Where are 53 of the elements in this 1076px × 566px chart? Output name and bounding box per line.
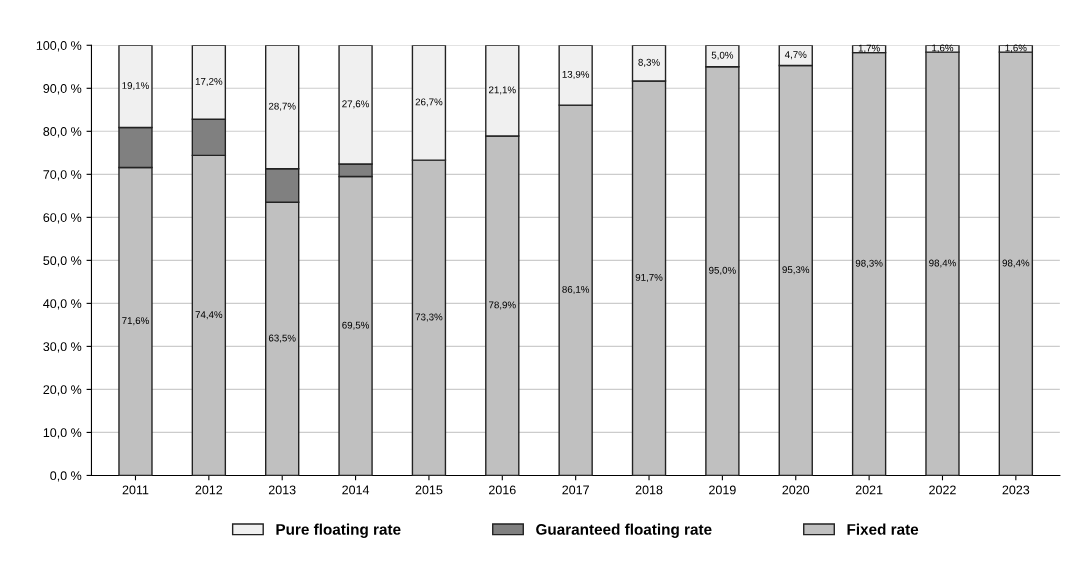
data-label: 28,7% bbox=[268, 102, 296, 111]
data-label: 21,1% bbox=[489, 86, 516, 95]
data-label: 69,5% bbox=[342, 321, 370, 330]
y-tick-label: 60,0 % bbox=[43, 213, 82, 224]
data-label: 1,6% bbox=[932, 44, 954, 53]
data-label: 26,7% bbox=[415, 98, 443, 107]
y-tick-label: 0,0 % bbox=[50, 471, 82, 482]
data-label: 86,1% bbox=[562, 285, 590, 295]
x-tick-label: 2018 bbox=[635, 485, 663, 495]
data-label: 63,5% bbox=[268, 334, 296, 343]
x-tick-label: 2016 bbox=[489, 485, 516, 495]
data-label: 5,0% bbox=[711, 51, 734, 60]
x-tick-label: 2013 bbox=[268, 485, 296, 495]
data-label: 8,3% bbox=[638, 58, 660, 67]
y-tick-label: 50,0 % bbox=[43, 256, 82, 267]
x-tick-label: 2022 bbox=[929, 485, 956, 495]
data-label: 1,6% bbox=[1005, 44, 1027, 53]
data-label: 74,4% bbox=[195, 311, 223, 320]
x-tick-label: 2020 bbox=[782, 485, 810, 495]
data-label: 71,6% bbox=[122, 317, 149, 326]
data-label: 98,4% bbox=[929, 259, 956, 268]
data-label: 19,1% bbox=[122, 82, 149, 91]
y-tick-label: 80,0 % bbox=[43, 127, 82, 138]
legend-label: Fixed rate bbox=[847, 523, 919, 535]
x-tick-label: 2012 bbox=[195, 485, 223, 495]
x-tick-label: 2011 bbox=[122, 485, 149, 495]
data-label: 1,7% bbox=[858, 44, 880, 53]
y-tick-label: 40,0 % bbox=[43, 299, 82, 310]
data-label: 13,9% bbox=[562, 70, 590, 79]
y-tick-label: 100,0 % bbox=[36, 41, 82, 52]
y-tick-label: 90,0 % bbox=[43, 84, 82, 95]
y-tick-label: 30,0 % bbox=[43, 342, 82, 353]
legend-label: Pure floating rate bbox=[276, 523, 401, 538]
data-label: 98,4% bbox=[1002, 259, 1030, 268]
data-label: 73,3% bbox=[415, 313, 443, 322]
x-tick-label: 2014 bbox=[342, 485, 370, 495]
data-label: 78,9% bbox=[489, 301, 516, 310]
data-label: 95,3% bbox=[782, 266, 810, 275]
data-label: 4,7% bbox=[784, 51, 807, 60]
data-label: 95,0% bbox=[709, 266, 736, 275]
x-tick-label: 2017 bbox=[562, 485, 589, 495]
legend-label: Guaranteed floating rate bbox=[536, 523, 712, 538]
y-tick-label: 10,0 % bbox=[43, 428, 82, 439]
y-tick-label: 20,0 % bbox=[43, 385, 82, 396]
data-label: 17,2% bbox=[195, 78, 223, 87]
data-label: 91,7% bbox=[635, 273, 663, 282]
data-label: 98,3% bbox=[855, 259, 883, 268]
data-label: 27,6% bbox=[342, 100, 370, 109]
x-tick-label: 2015 bbox=[415, 485, 443, 495]
y-tick-label: 70,0 % bbox=[43, 170, 82, 181]
x-tick-label: 2021 bbox=[855, 485, 883, 495]
x-tick-label: 2019 bbox=[709, 485, 736, 495]
x-tick-label: 2023 bbox=[1002, 485, 1030, 495]
